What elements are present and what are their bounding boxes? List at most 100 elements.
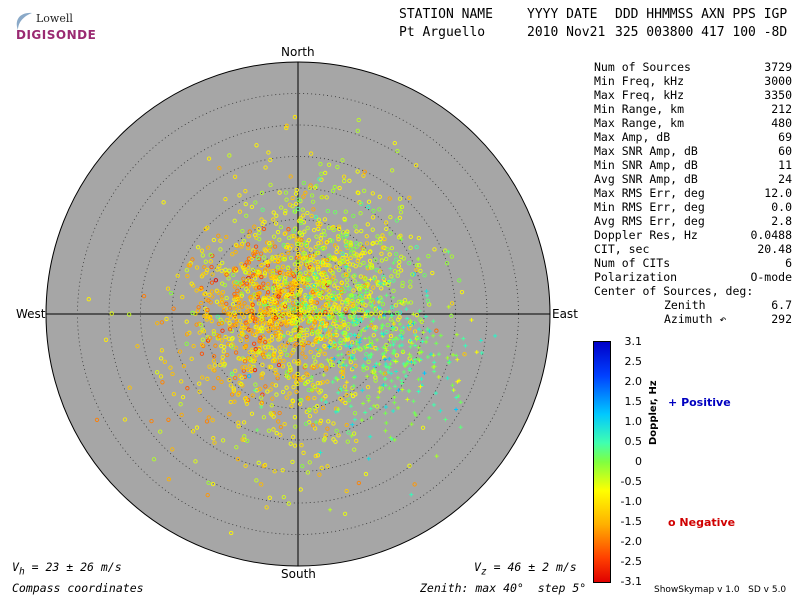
source-point-negative	[318, 240, 324, 245]
source-point-negative	[352, 279, 357, 284]
source-point-negative	[316, 352, 321, 357]
source-point-negative	[273, 331, 278, 336]
source-point-negative	[322, 232, 327, 238]
source-point-positive	[354, 305, 359, 310]
source-point-negative	[371, 333, 376, 338]
source-point-negative	[353, 224, 358, 229]
source-point-negative	[354, 301, 359, 306]
source-point-negative	[289, 403, 294, 408]
source-point-negative	[286, 298, 292, 303]
source-point-negative	[272, 358, 278, 364]
source-point-negative	[231, 272, 236, 278]
source-point-negative	[399, 204, 405, 210]
source-point-negative	[239, 304, 245, 309]
source-point-negative	[253, 332, 258, 338]
source-point-negative	[246, 265, 251, 270]
source-point-negative	[343, 209, 348, 214]
source-point-negative	[219, 338, 225, 343]
source-point-negative	[286, 250, 291, 256]
source-point-negative	[204, 419, 210, 424]
source-point-negative	[259, 190, 265, 196]
source-point-negative	[344, 231, 349, 236]
source-point-negative	[295, 236, 300, 241]
source-point-negative	[252, 224, 257, 229]
source-point-negative	[350, 262, 356, 267]
source-point-negative	[298, 312, 303, 318]
source-point-positive	[379, 331, 384, 336]
source-point-negative	[249, 303, 255, 308]
source-point-positive	[392, 395, 397, 400]
source-point-negative	[364, 352, 369, 357]
source-point-negative	[185, 386, 190, 391]
source-point-negative	[275, 372, 280, 378]
source-point-negative	[363, 471, 369, 477]
source-point-positive	[344, 388, 349, 393]
source-point-negative	[260, 362, 265, 367]
source-point-negative	[267, 318, 273, 324]
source-point-negative	[314, 234, 319, 239]
source-point-positive	[409, 341, 414, 346]
source-point-negative	[394, 257, 399, 262]
source-point-negative	[282, 421, 287, 427]
source-point-negative	[300, 280, 305, 285]
source-point-negative	[288, 441, 293, 446]
source-point-negative	[322, 337, 327, 342]
source-point-negative	[346, 350, 351, 356]
source-point-negative	[257, 337, 262, 342]
source-point-negative	[314, 260, 319, 265]
source-point-negative	[378, 310, 383, 315]
source-point-negative	[364, 366, 369, 371]
source-point-positive	[400, 349, 405, 354]
source-point-negative	[286, 227, 291, 232]
source-point-negative	[299, 242, 304, 247]
source-point-negative	[122, 417, 128, 422]
source-point-negative	[234, 445, 239, 450]
source-point-positive	[348, 353, 353, 358]
source-point-negative	[384, 226, 389, 232]
source-point-negative	[305, 332, 310, 338]
source-point-negative	[284, 280, 289, 286]
source-point-positive	[387, 356, 392, 361]
source-point-negative	[272, 348, 277, 353]
source-point-negative	[198, 287, 203, 292]
source-point-negative	[260, 207, 265, 212]
source-point-negative	[377, 207, 382, 212]
source-point-negative	[308, 349, 313, 355]
source-point-negative	[141, 293, 147, 299]
source-point-negative	[236, 392, 241, 397]
stat-label: Max RMS Err, deg	[594, 186, 705, 200]
source-point-negative	[287, 391, 292, 396]
source-point-positive	[376, 395, 381, 400]
source-point-negative	[414, 262, 420, 268]
source-point-positive	[319, 397, 324, 402]
source-point-negative	[286, 265, 291, 270]
source-point-negative	[283, 190, 289, 195]
source-point-positive	[369, 304, 374, 309]
source-point-negative	[216, 376, 221, 381]
source-point-positive	[328, 507, 333, 512]
source-point-positive	[332, 356, 337, 361]
source-point-negative	[246, 234, 251, 239]
stat-value: 24	[778, 172, 792, 186]
source-point-positive	[434, 454, 439, 459]
source-point-negative	[278, 349, 283, 355]
source-point-positive	[445, 355, 450, 360]
source-point-negative	[277, 306, 283, 311]
source-point-positive	[411, 312, 416, 317]
colorbar-tick: -2.0	[620, 535, 642, 548]
source-point-positive	[446, 304, 451, 309]
source-point-negative	[337, 363, 343, 368]
source-point-negative	[338, 396, 343, 401]
source-point-negative	[242, 434, 247, 439]
header-station-label: STATION NAME	[399, 7, 493, 22]
colorbar-tick: -1.5	[620, 515, 642, 528]
source-point-positive	[395, 375, 400, 380]
source-point-negative	[337, 260, 342, 265]
source-point-negative	[220, 438, 226, 443]
source-point-negative	[190, 257, 195, 262]
source-point-negative	[197, 330, 202, 335]
source-point-negative	[207, 292, 212, 297]
source-point-negative	[303, 270, 308, 275]
source-point-negative	[394, 353, 400, 358]
source-point-positive	[399, 299, 404, 304]
